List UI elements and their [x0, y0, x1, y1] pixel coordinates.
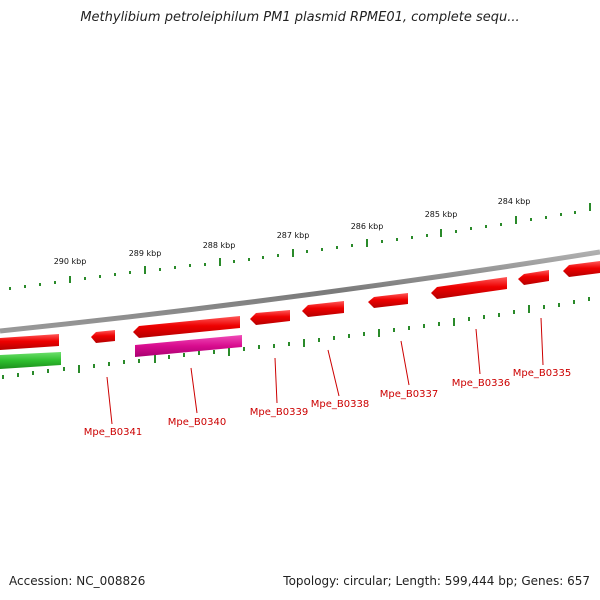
- forward-genes: [0, 261, 600, 350]
- gene-arrow-right-edge: [563, 261, 600, 277]
- kbp-label-286: 286 kbp: [351, 222, 384, 231]
- kbp-label-287: 287 kbp: [277, 231, 310, 240]
- gene-label-b0339[interactable]: Mpe_B0339: [250, 407, 308, 418]
- inner-minor-ticks: [2, 297, 590, 379]
- inner-major-ticks: [78, 305, 530, 373]
- kbp-label-290: 290 kbp: [54, 257, 87, 266]
- gene-arrow-b0339: [250, 310, 290, 325]
- gene-label-b0336[interactable]: Mpe_B0336: [452, 378, 510, 389]
- outer-minor-ticks: [9, 211, 576, 290]
- kbp-label-284: 284 kbp: [498, 197, 531, 206]
- kbp-label-285: 285 kbp: [425, 210, 458, 219]
- gene-arrow-b0338: [302, 301, 344, 317]
- gene-arrow-b0336: [431, 277, 507, 299]
- gene-arrow-b0335: [518, 270, 549, 285]
- gene-label-b0340[interactable]: Mpe_B0340: [168, 417, 226, 428]
- kbp-label-289: 289 kbp: [129, 249, 162, 258]
- gene-arrow-b0341: [91, 330, 115, 343]
- gene-label-b0337[interactable]: Mpe_B0337: [380, 389, 438, 400]
- backbone-arc: [0, 249, 600, 334]
- gene-label-b0341[interactable]: Mpe_B0341: [84, 427, 142, 438]
- outer-major-ticks: [69, 203, 591, 283]
- kbp-label-288: 288 kbp: [203, 241, 236, 250]
- label-leader-lines: [106, 317, 544, 425]
- gene-label-b0338[interactable]: Mpe_B0338: [311, 399, 369, 410]
- map-title: Methylibium petroleiphilum PM1 plasmid R…: [80, 10, 520, 25]
- gene-bar-green: [0, 352, 61, 369]
- gene-arrow-left-edge: [0, 334, 59, 350]
- summary-text: Topology: circular; Length: 599,444 bp; …: [283, 574, 590, 588]
- gene-bar-pink: [135, 335, 242, 357]
- gene-arrow-b0340-fwd: [133, 316, 240, 338]
- gene-arrow-b0337: [368, 293, 408, 308]
- accession-text: Accession: NC_008826: [9, 574, 146, 588]
- gene-label-b0335[interactable]: Mpe_B0335: [513, 368, 571, 379]
